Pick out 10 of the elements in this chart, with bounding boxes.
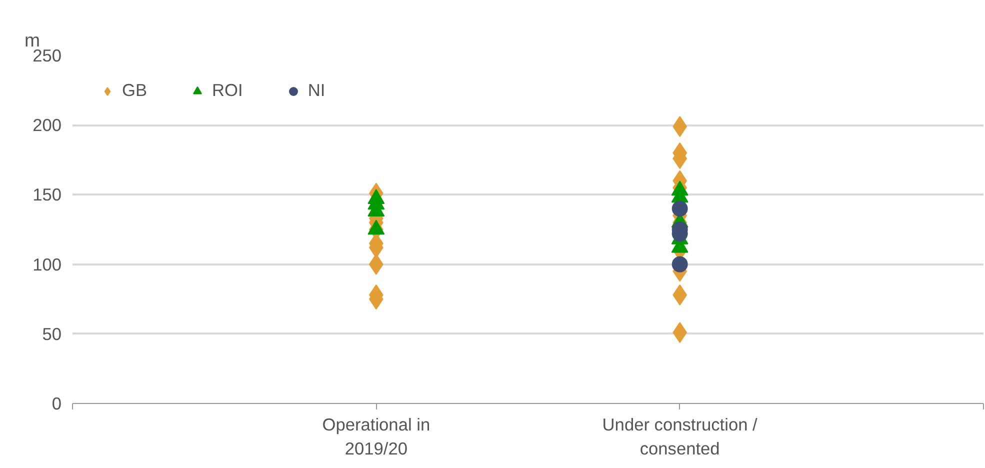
y-tick-label: 150 [32, 184, 62, 205]
y-tick-label: 0 [52, 394, 62, 414]
y-tick-label: 100 [32, 254, 62, 274]
legend-label: NI [308, 80, 326, 101]
x-tick-label: Under construction / consented [602, 414, 758, 458]
y-tick-label: 50 [42, 324, 62, 344]
x-tick-label: Operational in 2019/20 [322, 414, 430, 458]
legend-label: ROI [212, 80, 243, 101]
legend-label: GB [122, 80, 148, 101]
y-tick-label: 200 [32, 115, 62, 136]
